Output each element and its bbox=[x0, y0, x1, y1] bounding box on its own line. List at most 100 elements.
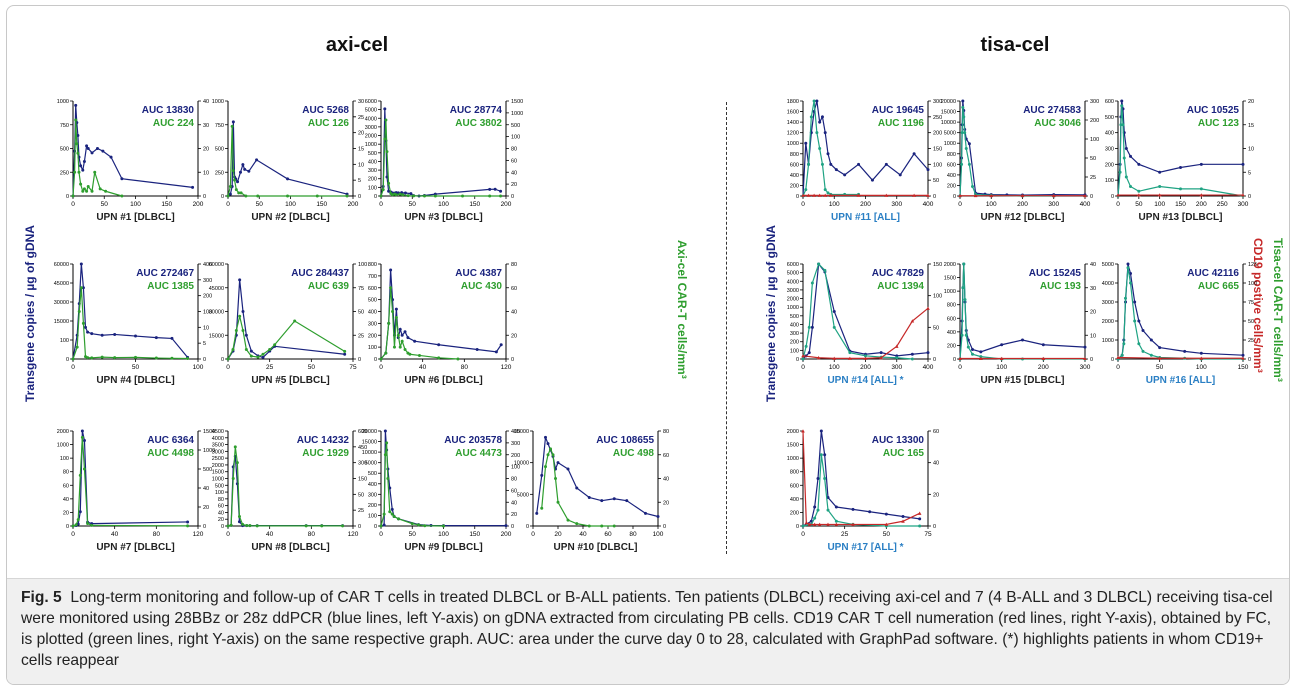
data-point-green bbox=[817, 262, 821, 266]
y-tick-label: 1000 bbox=[944, 141, 956, 147]
data-point-green bbox=[818, 147, 822, 150]
data-point-red bbox=[863, 356, 868, 360]
x-tick-label: 50 bbox=[101, 201, 109, 208]
data-point-green bbox=[231, 169, 235, 173]
y2-tick-label: 0 bbox=[511, 524, 514, 530]
x-tick-label: 300 bbox=[1048, 201, 1059, 208]
y2-tick-label: 50 bbox=[933, 325, 939, 331]
data-point-green bbox=[74, 118, 78, 122]
y2-tick-label: 25 bbox=[1090, 175, 1096, 181]
data-point-green bbox=[1120, 353, 1124, 357]
auc-green-label: AUC 4473 bbox=[455, 448, 502, 459]
data-point-blue bbox=[82, 159, 86, 163]
data-point-blue bbox=[912, 152, 916, 156]
data-point-green bbox=[423, 524, 427, 528]
y-tick-label: 100 bbox=[368, 185, 377, 191]
data-point-green bbox=[961, 286, 965, 290]
y2-tick-label: 0 bbox=[358, 357, 361, 363]
y-tick-label: 100 bbox=[1105, 178, 1114, 184]
data-point-green bbox=[809, 115, 813, 119]
x-tick-label: 120 bbox=[348, 531, 359, 538]
data-point-red bbox=[832, 356, 837, 360]
y2-tick-label: 80 bbox=[663, 429, 669, 435]
chart-panel: 0 50 100 150 200 0 250 500 750 1000 0 5 10 15 20 25 30 AU… bbox=[202, 99, 372, 226]
panel-label: UPN #7 [DLBCL] bbox=[96, 542, 174, 553]
data-point-green bbox=[74, 523, 78, 527]
panel-label: UPN #11 [ALL] bbox=[831, 212, 900, 223]
data-point-green bbox=[241, 522, 245, 526]
data-point-blue bbox=[241, 310, 245, 313]
y2-tick-label: 0 bbox=[203, 524, 206, 530]
auc-green-label: AUC 665 bbox=[1198, 281, 1240, 292]
y-tick-label: 500 bbox=[790, 314, 799, 320]
panel-label: UPN #4 [DLBCL] bbox=[96, 375, 174, 386]
auc-green-label: AUC 639 bbox=[308, 281, 350, 292]
data-point-red bbox=[1116, 355, 1120, 359]
data-point-green bbox=[442, 524, 445, 528]
data-point-green bbox=[960, 131, 964, 135]
data-point-red bbox=[804, 521, 809, 525]
panel-label: UPN #10 [DLBCL] bbox=[554, 542, 638, 553]
y2-tick-label: 30 bbox=[358, 99, 364, 105]
data-point-blue bbox=[90, 332, 94, 336]
data-point-blue bbox=[403, 191, 407, 195]
data-point-green bbox=[826, 191, 830, 195]
data-point-green bbox=[77, 310, 81, 313]
data-point-green bbox=[546, 453, 550, 457]
y2-tick-label: 50 bbox=[358, 492, 364, 498]
auc-green-label: AUC 3046 bbox=[1034, 118, 1081, 129]
data-point-green bbox=[384, 118, 388, 122]
data-point-blue bbox=[566, 467, 570, 471]
y2-tick-label: 300 bbox=[203, 278, 212, 284]
data-point-green bbox=[804, 188, 808, 192]
data-point-red bbox=[979, 356, 983, 361]
data-point-red bbox=[806, 193, 811, 197]
data-point-green bbox=[810, 281, 814, 285]
y2-tick-label: 250 bbox=[933, 115, 942, 121]
y-tick-label: 15000 bbox=[362, 440, 377, 446]
data-point-blue bbox=[389, 268, 393, 272]
chart-panel: 0 25 50 75 0 200 400 600 800 1000 1500 2000 0 20 40 60 A… bbox=[777, 429, 947, 556]
data-point-green bbox=[417, 523, 420, 527]
y-tick-label: 0 bbox=[1111, 194, 1114, 200]
x-tick-label: 75 bbox=[924, 531, 932, 538]
x-tick-label: 300 bbox=[891, 201, 902, 208]
y2-tick-label: 0 bbox=[511, 357, 514, 363]
data-point-blue bbox=[261, 355, 265, 359]
y2-tick-label: 400 bbox=[511, 429, 520, 435]
y2-tick-label: 0 bbox=[511, 194, 514, 200]
y-tick-label: 600 bbox=[368, 286, 377, 292]
y-tick-label: 1000 bbox=[212, 477, 224, 483]
chart-panel: 0 100 200 300 400 0 200 400 600 800 1000 1200 1400 16… bbox=[777, 99, 947, 226]
y2-tick-label: 20 bbox=[1248, 99, 1254, 105]
data-point-red bbox=[1199, 356, 1204, 360]
y-tick-label: 40 bbox=[63, 497, 69, 503]
y-tick-label: 400 bbox=[368, 482, 377, 488]
y2-tick-label: 10 bbox=[1248, 147, 1254, 153]
data-point-red bbox=[1137, 193, 1141, 197]
data-point-green bbox=[408, 352, 412, 356]
data-point-green bbox=[960, 162, 964, 166]
data-point-red bbox=[801, 193, 805, 197]
data-point-blue bbox=[413, 339, 417, 343]
y-tick-label: 4500 bbox=[212, 429, 224, 435]
data-point-green bbox=[437, 356, 441, 360]
y-tick-label: 200 bbox=[947, 183, 956, 189]
data-point-red bbox=[828, 193, 833, 197]
data-point-green bbox=[385, 441, 389, 445]
data-point-green bbox=[962, 115, 966, 119]
data-point-green bbox=[961, 105, 965, 109]
x-tick-label: 0 bbox=[226, 364, 230, 371]
y2-tick-label: 1500 bbox=[203, 429, 215, 435]
data-point-blue bbox=[857, 162, 861, 166]
group-divider bbox=[726, 102, 727, 554]
series-line-blue bbox=[227, 456, 343, 527]
auc-green-label: AUC 430 bbox=[461, 281, 503, 292]
data-point-green bbox=[456, 357, 460, 361]
data-point-green bbox=[1118, 170, 1122, 174]
data-point-blue bbox=[247, 169, 251, 173]
data-point-green bbox=[386, 477, 390, 480]
x-tick-label: 50 bbox=[1135, 201, 1143, 208]
y2-tick-label: 0 bbox=[358, 194, 361, 200]
y-tick-label: 600 bbox=[1105, 99, 1114, 105]
